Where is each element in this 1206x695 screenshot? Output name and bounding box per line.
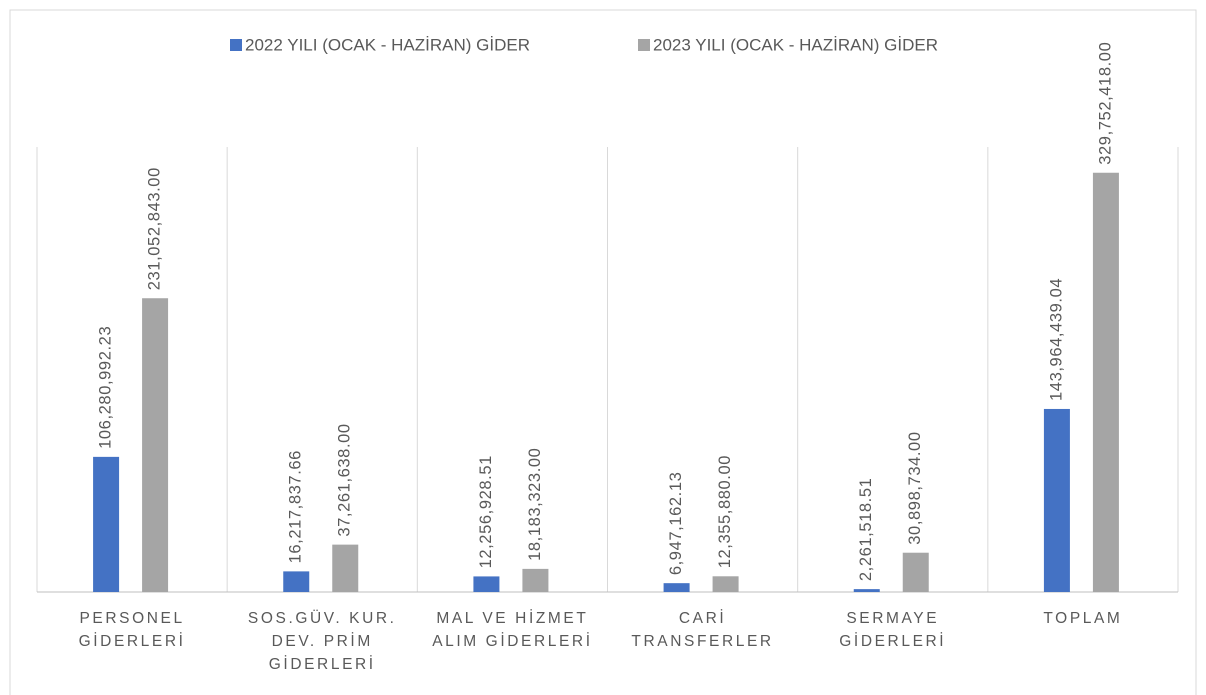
legend-label: 2023 YILI (OCAK - HAZİRAN) GİDER bbox=[653, 35, 938, 54]
data-label: 2,261,518.51 bbox=[857, 478, 875, 582]
bar bbox=[853, 589, 880, 592]
bar bbox=[473, 576, 500, 592]
bar bbox=[283, 571, 310, 592]
x-tick-label: SERMAYE GİDERLERİ bbox=[839, 610, 947, 650]
bar bbox=[142, 298, 169, 592]
data-label: 30,898,734.00 bbox=[906, 431, 924, 544]
bar bbox=[663, 583, 690, 592]
data-label: 329,752,418.00 bbox=[1096, 42, 1114, 165]
x-tick-label: MAL VE HİZMET ALIM GİDERLERİ bbox=[432, 610, 593, 650]
x-tick-label: CARİ TRANSFERLER bbox=[631, 610, 774, 650]
bar bbox=[93, 456, 120, 592]
bar bbox=[522, 568, 549, 592]
legend-swatch bbox=[638, 39, 650, 51]
data-label: 231,052,843.00 bbox=[145, 167, 163, 290]
x-tick-label: TOPLAM bbox=[1043, 610, 1123, 627]
data-label: 37,261,638.00 bbox=[336, 423, 354, 536]
data-label: 12,256,928.51 bbox=[477, 455, 495, 568]
data-label: 12,355,880.00 bbox=[716, 455, 734, 568]
legend-label: 2022 YILI (OCAK - HAZİRAN) GİDER bbox=[245, 35, 530, 54]
x-tick-label: SOS.GÜV. KUR. DEV. PRİM GİDERLERİ bbox=[247, 610, 397, 673]
legend-swatch bbox=[230, 39, 242, 51]
bar bbox=[902, 552, 929, 592]
data-label: 106,280,992.23 bbox=[96, 326, 114, 449]
data-label: 143,964,439.04 bbox=[1047, 278, 1065, 401]
chart-border bbox=[9, 9, 1197, 695]
bar bbox=[332, 544, 359, 592]
x-tick-label: PERSONEL GİDERLERİ bbox=[78, 610, 186, 650]
bar bbox=[1043, 408, 1070, 592]
data-label: 16,217,837.66 bbox=[287, 450, 305, 563]
data-label: 18,183,323.00 bbox=[526, 448, 544, 561]
bar bbox=[712, 576, 739, 592]
data-label: 6,947,162.13 bbox=[667, 472, 685, 576]
bar bbox=[1092, 172, 1119, 592]
